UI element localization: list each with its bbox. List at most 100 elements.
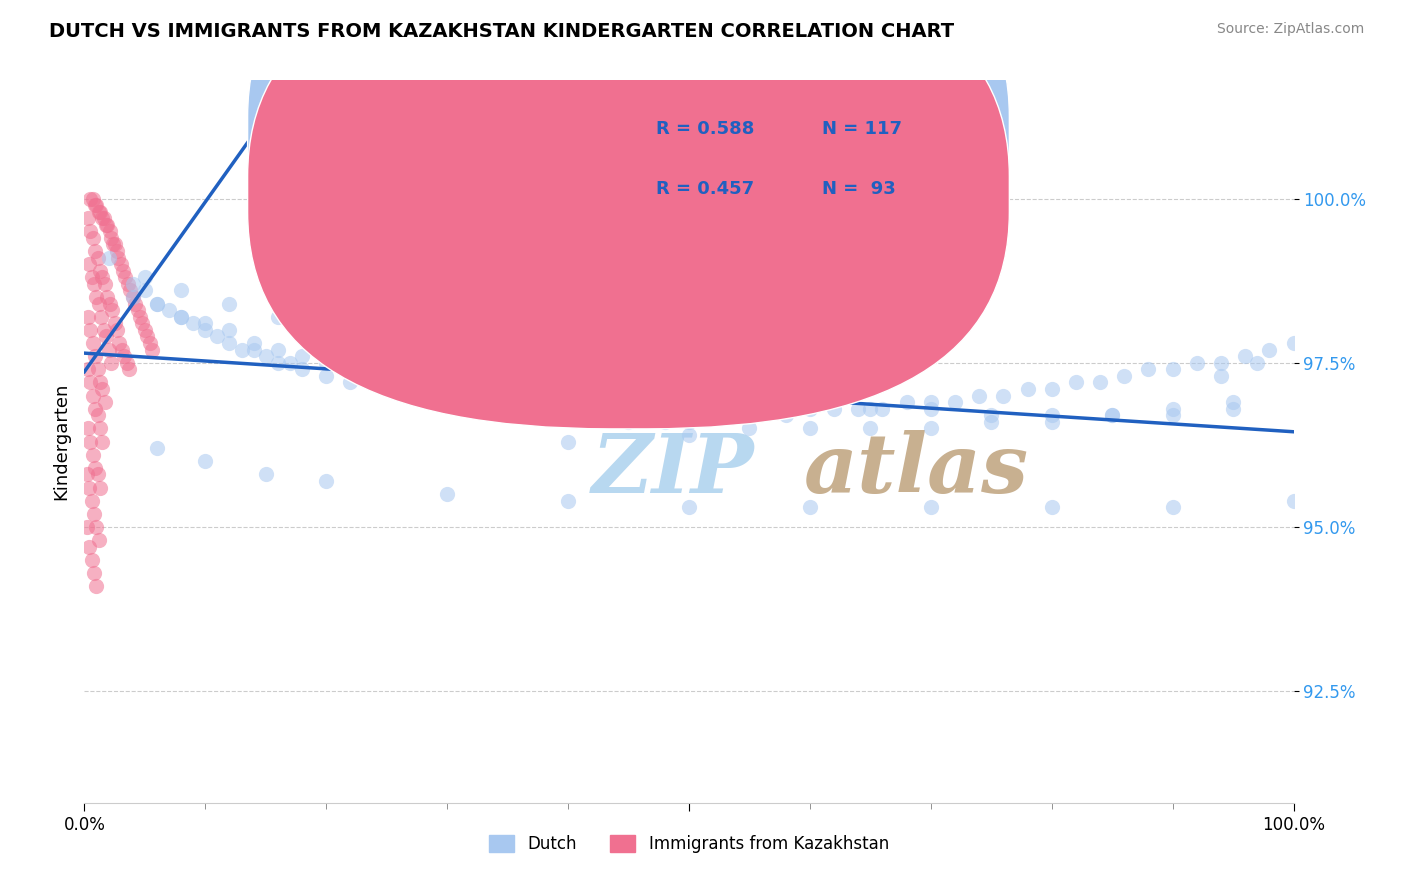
Point [1064, 376, 1087, 390]
Point [967, 388, 990, 402]
Point [436, 388, 458, 402]
Point [77, 540, 100, 554]
Point [1222, 401, 1244, 416]
Point [267, 356, 290, 370]
Point [84, 401, 107, 416]
Point [943, 395, 966, 409]
Point [557, 401, 579, 416]
Point [170, 310, 193, 324]
Point [84, 460, 107, 475]
Point [89, 264, 111, 278]
Point [1246, 356, 1268, 370]
Point [920, 395, 942, 409]
Point [134, 284, 156, 298]
Point [207, 329, 229, 343]
Point [127, 303, 149, 318]
Point [1222, 395, 1244, 409]
Point [114, 270, 136, 285]
Point [436, 349, 458, 363]
Point [86, 251, 108, 265]
Point [678, 428, 700, 442]
Point [89, 376, 111, 390]
Point [920, 421, 942, 435]
Point [533, 401, 555, 416]
Point [254, 467, 277, 482]
Point [100, 356, 122, 370]
Point [1114, 368, 1136, 383]
Point [194, 454, 217, 468]
Point [91, 382, 114, 396]
Point [76, 467, 98, 482]
Point [170, 284, 193, 298]
Point [83, 507, 105, 521]
Point [115, 356, 138, 370]
Point [121, 277, 143, 291]
Point [129, 310, 152, 324]
Point [846, 401, 869, 416]
Point [702, 409, 724, 423]
Point [103, 237, 125, 252]
Point [96, 218, 118, 232]
Point [86, 198, 108, 212]
Point [993, 388, 1015, 402]
Point [105, 244, 128, 258]
Point [138, 336, 160, 351]
Point [82, 192, 104, 206]
Point [278, 356, 301, 370]
Point [82, 336, 104, 351]
Point [738, 409, 761, 423]
FancyBboxPatch shape [595, 99, 970, 240]
Point [77, 211, 100, 226]
Point [388, 382, 411, 396]
Point [80, 270, 103, 285]
Text: N =  93: N = 93 [823, 180, 896, 198]
Point [436, 487, 458, 501]
Point [86, 362, 108, 376]
Legend: Dutch, Immigrants from Kazakhstan: Dutch, Immigrants from Kazakhstan [482, 828, 896, 860]
Point [678, 382, 700, 396]
Point [315, 368, 337, 383]
Point [412, 388, 434, 402]
Point [678, 500, 700, 515]
Point [375, 336, 398, 351]
Point [617, 409, 640, 423]
Point [1185, 356, 1208, 370]
Point [79, 192, 101, 206]
Point [617, 376, 640, 390]
Point [678, 415, 700, 429]
Point [157, 303, 180, 318]
Point [94, 218, 117, 232]
Point [110, 257, 132, 271]
Point [1209, 356, 1232, 370]
Point [1209, 368, 1232, 383]
Point [124, 296, 146, 310]
Point [100, 231, 122, 245]
Point [533, 401, 555, 416]
Point [1040, 500, 1063, 515]
Text: atlas: atlas [804, 431, 1029, 510]
Point [738, 421, 761, 435]
Point [1040, 382, 1063, 396]
Point [87, 533, 110, 547]
Point [194, 316, 217, 330]
Text: Source: ZipAtlas.com: Source: ZipAtlas.com [1216, 22, 1364, 37]
Point [97, 343, 120, 357]
Point [104, 237, 127, 252]
Point [460, 388, 482, 402]
Point [108, 336, 131, 351]
Point [1040, 415, 1063, 429]
Point [242, 343, 264, 357]
Point [1101, 409, 1123, 423]
Point [94, 329, 117, 343]
Point [678, 409, 700, 423]
Point [412, 376, 434, 390]
Point [509, 395, 531, 409]
Point [920, 500, 942, 515]
Point [823, 401, 845, 416]
Point [799, 395, 821, 409]
Point [79, 376, 101, 390]
Point [112, 264, 135, 278]
Point [77, 421, 100, 435]
FancyBboxPatch shape [247, 0, 1010, 369]
Point [77, 481, 100, 495]
